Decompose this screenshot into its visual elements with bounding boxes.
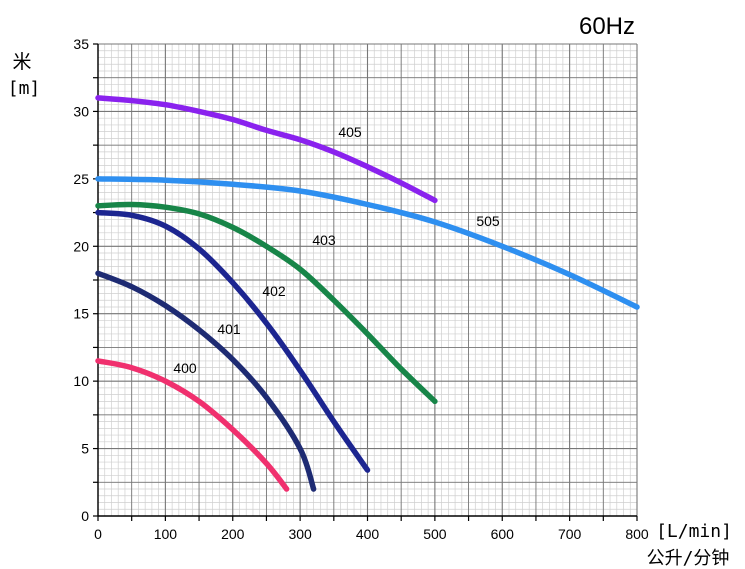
series-label-505: 505: [476, 213, 500, 229]
series-lines: [95, 95, 640, 492]
y-tick-label: 25: [73, 171, 89, 187]
series-line-405: [95, 95, 438, 204]
series-line-400: [95, 358, 290, 492]
series-labels: 400 401 402 403 405 505: [173, 124, 500, 376]
x-tick-label: 200: [221, 526, 245, 542]
y-axis-label: 米: [12, 51, 31, 73]
x-axis-label: 公升/分钟: [647, 548, 730, 569]
y-tick-label: 5: [81, 441, 89, 457]
y-tick-label: 35: [73, 36, 89, 52]
y-tick-label: 30: [73, 103, 89, 119]
x-tick-label: 700: [558, 526, 582, 542]
series-line-403: [95, 201, 438, 405]
x-tick-label: 500: [423, 526, 447, 542]
tick-labels: 0 100 200 300 400 500 600 700 800 0 5 10 15 20 25 30 35: [73, 36, 648, 542]
y-tick-label: 10: [73, 373, 89, 389]
y-tick-label: 0: [81, 508, 89, 524]
x-tick-label: 800: [625, 526, 649, 542]
y-tick-label: 15: [73, 306, 89, 322]
series-label-400: 400: [173, 360, 197, 376]
axes: [93, 43, 638, 521]
y-tick-label: 20: [73, 238, 89, 254]
series-label-403: 403: [312, 232, 336, 248]
x-tick-label: 600: [491, 526, 515, 542]
series-label-401: 401: [217, 321, 241, 337]
x-tick-label: 0: [94, 526, 102, 542]
x-tick-label: 400: [356, 526, 380, 542]
x-tick-label: 100: [154, 526, 178, 542]
y-axis-unit: [m]: [8, 78, 41, 99]
series-line-401: [95, 270, 317, 492]
series-line-505: [95, 176, 640, 310]
series-label-402: 402: [262, 283, 286, 299]
x-tick-label: 300: [288, 526, 312, 542]
series-line-402: [95, 209, 371, 473]
series-label-405: 405: [338, 124, 362, 140]
x-axis-unit: [L/min]: [656, 521, 732, 542]
chart-title: 60Hz: [579, 13, 635, 40]
